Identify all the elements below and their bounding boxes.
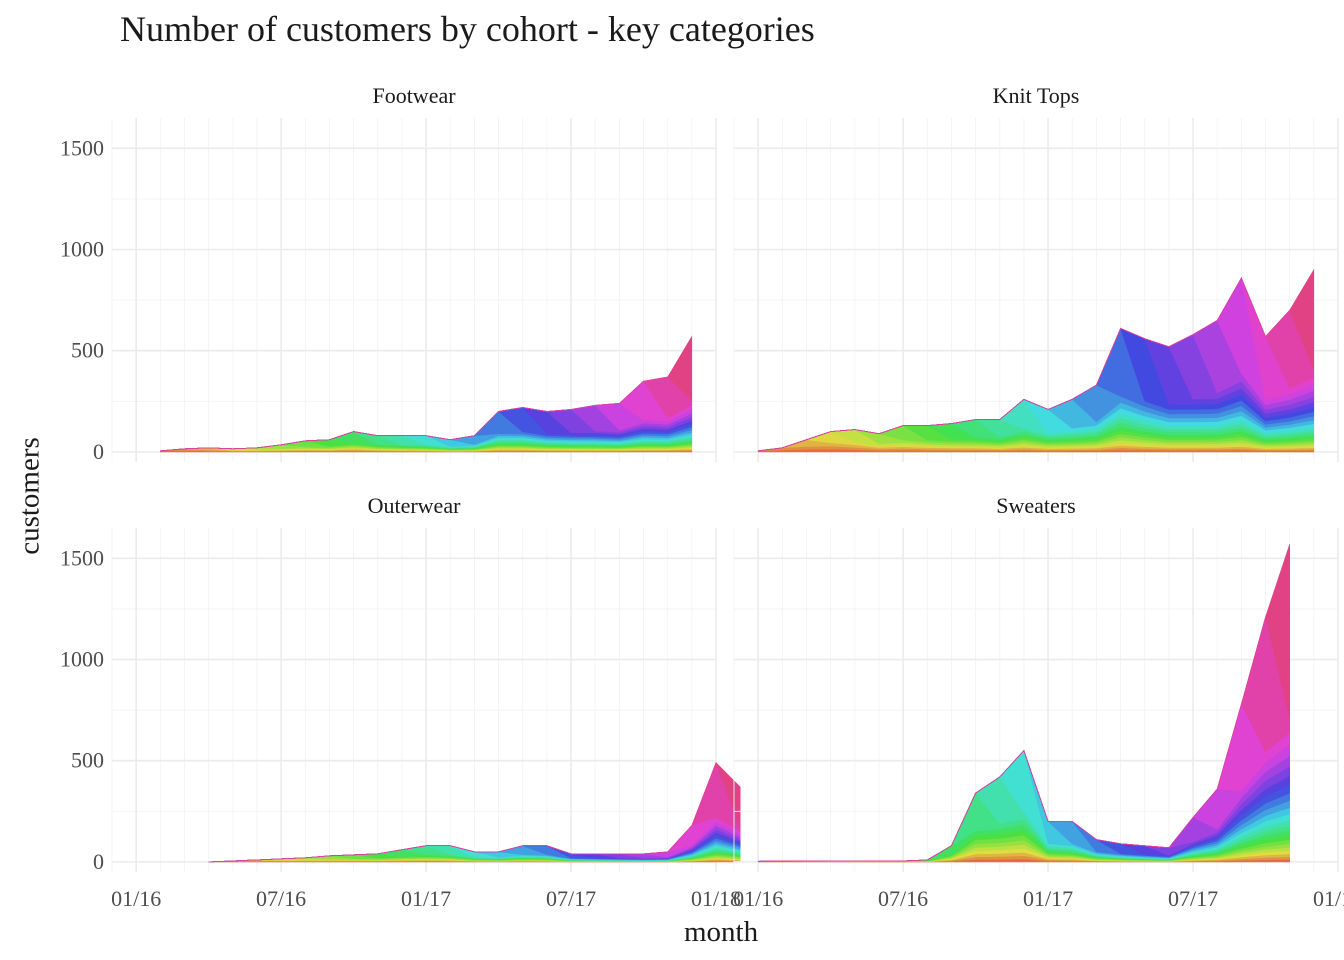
cohort-area [160, 335, 693, 452]
cohort-area [758, 268, 1315, 452]
y-tick-label: 1000 [60, 647, 104, 672]
y-tick-label: 1000 [60, 237, 104, 262]
x-axis-label: month [684, 916, 759, 948]
y-tick-label: 500 [71, 748, 104, 773]
facet-label: Footwear [372, 83, 456, 108]
y-tick-label: 1500 [60, 545, 104, 570]
facet-label: Outerwear [368, 493, 462, 518]
y-tick-label: 0 [93, 439, 104, 464]
x-tick-label: 07/16 [256, 886, 306, 911]
x-tick-label: 07/17 [1168, 886, 1218, 911]
chart-title: Number of customers by cohort - key cate… [120, 9, 815, 49]
cohort-area [758, 544, 1290, 862]
facet-label: Sweaters [996, 493, 1075, 518]
x-tick-label: 01/17 [1023, 886, 1073, 911]
x-tick-label: 01/18 [691, 886, 741, 911]
facet-label: Knit Tops [993, 83, 1080, 108]
y-tick-label: 500 [71, 338, 104, 363]
x-tick-label: 01/17 [401, 886, 451, 911]
y-tick-label: 1500 [60, 135, 104, 160]
x-tick-label: 01/16 [111, 886, 161, 911]
x-tick-label: 01/18 [1313, 886, 1344, 911]
cohort-area [208, 761, 741, 863]
x-tick-label: 07/16 [878, 886, 928, 911]
x-tick-label: 07/17 [546, 886, 596, 911]
y-tick-label: 0 [93, 849, 104, 874]
x-tick-label: 01/16 [733, 886, 783, 911]
